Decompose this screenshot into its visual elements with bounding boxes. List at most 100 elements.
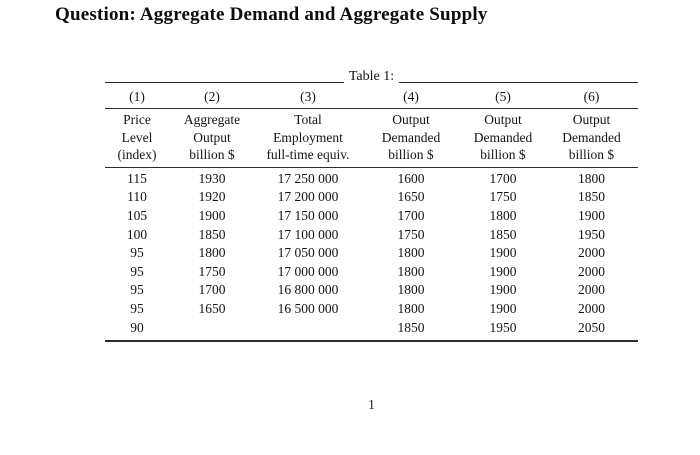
- column-header-line: full-time equiv.: [266, 147, 350, 163]
- column-header-line: Employment: [273, 129, 343, 145]
- table-cell: 1750: [198, 263, 226, 279]
- table-cell: 1750: [397, 226, 425, 242]
- column-header-line: Output: [193, 129, 231, 145]
- table-cell: 1850: [489, 226, 517, 242]
- column-header-line: (index): [117, 147, 157, 163]
- column-header-line: Demanded: [381, 129, 441, 145]
- table-cell: 1930: [198, 170, 226, 186]
- table-row: 105 1900 17 150 000 1700 1800 1900: [105, 207, 638, 226]
- table-cell: 2000: [578, 245, 605, 261]
- table-cell: 95: [130, 300, 144, 316]
- table-row: 115 1930 17 250 000 1600 1700 1800: [105, 167, 638, 188]
- table-cell: 115: [127, 170, 147, 186]
- table-cell: 1950: [578, 226, 605, 242]
- table-cell: 1850: [361, 318, 461, 343]
- table-row: 95 1700 16 800 000 1800 1900 2000: [105, 281, 638, 300]
- table-cell: 17 250 000: [277, 170, 339, 186]
- table-cell: 110: [127, 189, 147, 205]
- column-header: Price Level (index): [105, 108, 169, 168]
- table-cell: [169, 318, 255, 343]
- table-cell: 90: [105, 318, 169, 343]
- page-title: Question: Aggregate Demand and Aggregate…: [55, 4, 488, 25]
- table-cell: 1800: [578, 170, 605, 186]
- table-cell: 1600: [397, 170, 425, 186]
- column-header: Total Employment full-time equiv.: [255, 108, 361, 168]
- column-number: (5): [461, 85, 545, 109]
- table-cell: 2000: [578, 282, 605, 298]
- table-cell: 17 200 000: [277, 189, 339, 205]
- table-cell: 1650: [397, 189, 425, 205]
- column-number-row: (1) (2) (3) (4) (5) (6): [105, 85, 638, 109]
- table-cell: 100: [126, 226, 148, 242]
- table-1-container: Table 1: (1) (2) (3) (4) (5) (6) Price Level (in…: [105, 66, 638, 343]
- table-cell: 1850: [198, 226, 226, 242]
- column-header-line: Demanded: [473, 129, 533, 145]
- table-cell: 1750: [489, 189, 517, 205]
- table-cell: [255, 318, 361, 343]
- table-row: 90 1850 1950 2050: [105, 318, 638, 343]
- table-cell: 1700: [198, 282, 226, 298]
- table-cell: 1800: [397, 282, 425, 298]
- column-number: (3): [255, 85, 361, 109]
- table-cell: 1700: [397, 207, 425, 223]
- column-header: Output Demanded billion $: [461, 108, 545, 168]
- table-cell: 1920: [198, 189, 226, 205]
- page-number: 1: [368, 397, 375, 412]
- column-header-line: Output: [392, 112, 430, 127]
- column-header-line: billion $: [388, 147, 434, 163]
- column-header-line: Output: [484, 112, 522, 127]
- table-cell: 17 150 000: [277, 207, 339, 223]
- table-cell: 16 500 000: [277, 300, 339, 316]
- table-cell: 17 000 000: [277, 263, 339, 279]
- column-header-line: Total: [294, 112, 322, 127]
- caption-rule-right: [399, 82, 638, 83]
- table-row: 95 1750 17 000 000 1800 1900 2000: [105, 263, 638, 282]
- column-header-line: billion $: [480, 147, 526, 163]
- table-row: 95 1800 17 050 000 1800 1900 2000: [105, 244, 638, 263]
- table-cell: 1900: [578, 207, 605, 223]
- table-cell: 1800: [489, 207, 517, 223]
- table-cell: 95: [130, 245, 144, 261]
- column-header-line: billion $: [189, 147, 235, 163]
- column-header-line: Output: [572, 112, 611, 127]
- table-cell: 1900: [198, 207, 226, 223]
- table-cell: 1800: [397, 245, 425, 261]
- table-cell: 1800: [198, 245, 226, 261]
- table-cell: 1900: [489, 245, 517, 261]
- table-cell: 1800: [397, 263, 425, 279]
- table-cell: 1900: [489, 263, 517, 279]
- table-cell: 2000: [578, 300, 605, 316]
- column-header-line: Level: [121, 129, 153, 145]
- table-cell: 2050: [545, 318, 638, 343]
- column-header: Output Demanded billion $: [361, 108, 461, 168]
- table-cell: 95: [130, 282, 144, 298]
- table-cell: 17 050 000: [277, 245, 339, 261]
- table-row: 100 1850 17 100 000 1750 1850 1950: [105, 226, 638, 245]
- table-cell: 1650: [198, 300, 226, 316]
- column-header-line: Price: [123, 112, 151, 127]
- column-header-line: billion $: [568, 147, 615, 163]
- table-cell: 2000: [578, 263, 605, 279]
- data-table: (1) (2) (3) (4) (5) (6) Price Level (index) Aggre…: [105, 85, 638, 343]
- column-number: (6): [545, 85, 638, 109]
- table-caption: Table 1:: [348, 69, 395, 84]
- table-caption-row: Table 1:: [105, 66, 638, 85]
- table-cell: 17 100 000: [277, 226, 339, 242]
- table-row: 95 1650 16 500 000 1800 1900 2000: [105, 300, 638, 319]
- table-cell: 1700: [489, 170, 517, 186]
- column-number: (1): [105, 85, 169, 109]
- column-header-line: Demanded: [562, 129, 621, 145]
- column-header-row: Price Level (index) Aggregate Output billion …: [105, 108, 638, 168]
- column-header: Aggregate Output billion $: [169, 108, 255, 168]
- table-cell: 1950: [461, 318, 545, 343]
- table-row: 110 1920 17 200 000 1650 1750 1850: [105, 188, 638, 207]
- table-cell: 16 800 000: [277, 282, 339, 298]
- column-number: (2): [169, 85, 255, 109]
- table-cell: 105: [126, 207, 148, 223]
- table-cell: 95: [130, 263, 144, 279]
- column-header-line: Aggregate: [183, 112, 241, 127]
- table-cell: 1850: [578, 189, 605, 205]
- caption-rule-left: [105, 82, 344, 83]
- table-cell: 1800: [397, 300, 425, 316]
- table-cell: 1900: [489, 300, 517, 316]
